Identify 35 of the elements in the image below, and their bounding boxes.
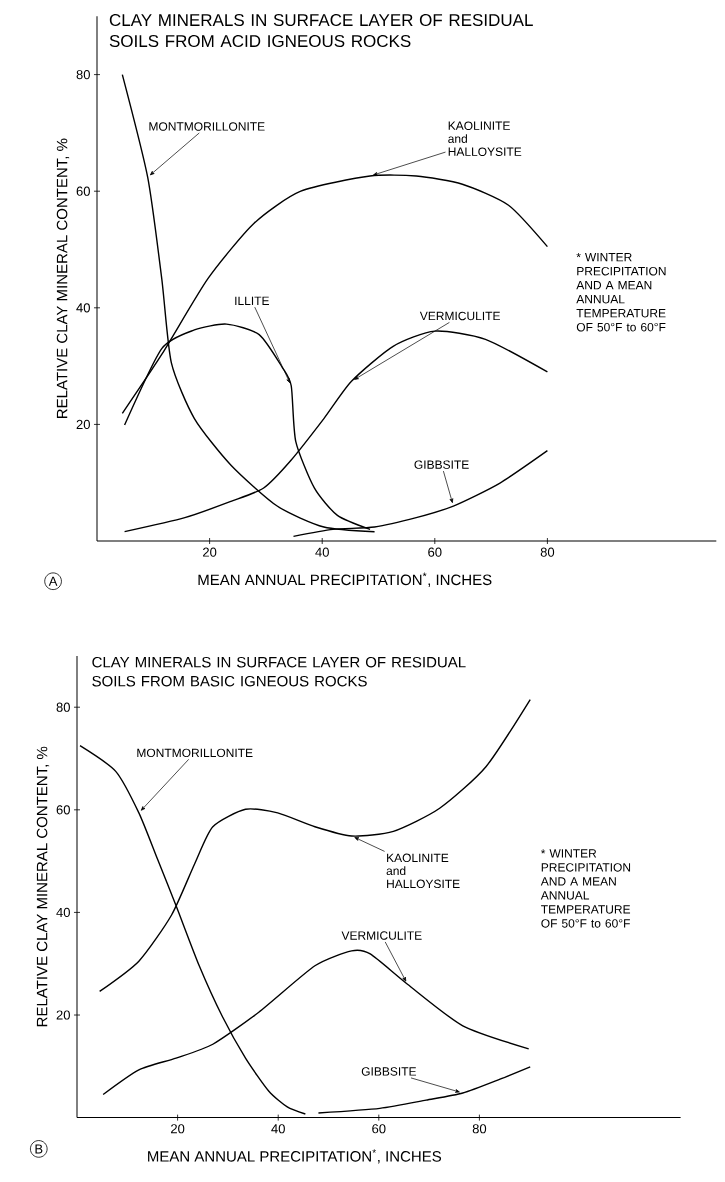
x-tick-label: 40 <box>315 547 329 557</box>
text: GIBBSITE <box>414 460 469 469</box>
text: KAOLINITE and HALLOYSITE <box>448 121 522 156</box>
x-axis-title: MEAN ANNUAL PRECIPITATION$^{*}$, INCHES <box>198 572 492 587</box>
x-tick-label: 80 <box>540 547 555 557</box>
x-tick-label: 80 <box>472 1124 487 1134</box>
chart-title: CLAY MINERALS IN SURFACE LAYER OF RESIDUAL SOILS FROM ACID IGNEOUS ROCKS <box>109 14 533 48</box>
x-tick-label: 20 <box>203 547 217 557</box>
text: MONTMORILLONITE <box>137 748 253 758</box>
x-tick-label: 20 <box>171 1124 185 1134</box>
annotation: * WINTER PRECIPITATION AND A MEAN ANNUAL TEMPERATURE OF 50°F to 60°F <box>540 849 631 928</box>
series-label: KAOLINITE and HALLOYSITE <box>386 853 460 889</box>
y-tick-label: 60 <box>56 805 70 815</box>
text: A <box>48 576 58 586</box>
x-tick-label: 60 <box>428 547 442 557</box>
y-tick-label: 20 <box>76 419 90 430</box>
x-axis-title: MEAN ANNUAL PRECIPITATION$^{*}$, INCHES <box>148 1149 442 1164</box>
text: GIBBSITE <box>361 1067 417 1076</box>
y-axis-title: RELATIVE CLAY MINERAL CONTENT, % <box>56 138 70 419</box>
y-tick-label: 40 <box>56 907 70 918</box>
text: B <box>35 1144 43 1154</box>
y-tick-label: 80 <box>76 70 90 80</box>
y-tick-label: 60 <box>76 186 90 196</box>
series-label: ILLITE <box>235 296 269 305</box>
x-tick-label: 40 <box>271 1124 285 1134</box>
y-tick-label: 20 <box>56 1010 70 1020</box>
x-tick-label: 60 <box>372 1124 386 1134</box>
y-tick-label: 80 <box>56 702 70 712</box>
y-axis-title: RELATIVE CLAY MINERAL CONTENT, % <box>36 746 50 1027</box>
series-label: MONTMORILLONITE <box>149 122 265 131</box>
series-label: VERMICULITE <box>419 311 500 321</box>
text: CLAY MINERALS IN SURFACE LAYER OF RESIDUAL SOILS FROM BASIC IGNEOUS ROCKS <box>92 656 466 687</box>
series-label: VERMICULITE <box>341 931 422 940</box>
annotation: * WINTER PRECIPITATION AND A MEAN ANNUAL TEMPERATURE OF 50°F to 60°F <box>576 253 666 332</box>
y-tick-label: 40 <box>76 303 90 313</box>
